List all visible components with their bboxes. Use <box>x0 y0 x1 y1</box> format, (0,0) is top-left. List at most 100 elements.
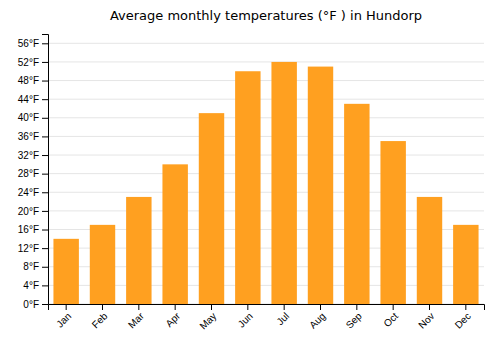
y-tick: 36°F <box>18 131 48 142</box>
x-tick: Aug <box>307 304 327 331</box>
y-tick: 44°F <box>18 94 48 105</box>
bar <box>53 239 78 304</box>
plot: 0°F 4°F 8°F 12°F 16°F 20°F 24°F 28°F 32°F 36°F 40°… <box>18 35 485 332</box>
y-tick: 16°F <box>18 224 48 235</box>
x-tick-label: Mar <box>126 310 146 330</box>
x-tick-label: Apr <box>163 310 182 329</box>
bar <box>417 197 442 304</box>
grid-line <box>48 155 484 156</box>
x-tick-mark <box>66 304 67 310</box>
x-tick-mark <box>175 304 176 310</box>
x-tick-label: Oct <box>381 310 400 329</box>
grid-line <box>48 192 484 193</box>
bar <box>162 164 187 304</box>
bar <box>344 104 369 304</box>
y-tick-mark <box>42 81 48 82</box>
x-tick-label: Jun <box>236 310 255 329</box>
y-tick-label: 16°F <box>18 224 39 235</box>
y-tick-mark <box>42 118 48 119</box>
y-tick: 48°F <box>18 75 48 86</box>
y-tick-mark <box>42 192 48 193</box>
y-tick: 20°F <box>18 206 48 217</box>
x-tick-mark <box>320 304 321 310</box>
y-tick-label: 28°F <box>18 168 39 179</box>
x-tick: Apr <box>163 304 182 329</box>
y-tick: 8°F <box>23 261 48 272</box>
y-tick-mark <box>42 62 48 63</box>
y-tick-label: 40°F <box>18 112 39 123</box>
title: Average monthly temperatures (°F ) in Hu… <box>110 8 422 23</box>
grid-line <box>48 173 484 174</box>
y-tick: 56°F <box>18 38 48 49</box>
x-tick-label: May <box>197 310 218 331</box>
y-tick-label: 52°F <box>18 57 39 68</box>
bar <box>308 67 333 304</box>
y-tick-mark <box>42 304 48 305</box>
x-tick: Jul <box>274 304 291 327</box>
bar <box>380 141 405 304</box>
bar <box>126 197 151 304</box>
y-tick-mark <box>42 136 48 137</box>
x-tick: Oct <box>381 304 400 329</box>
x-tick-mark <box>211 304 212 310</box>
bar <box>235 71 260 304</box>
y-tick-mark <box>42 43 48 44</box>
grid-line <box>48 117 484 118</box>
y-tick-label: 56°F <box>18 38 39 49</box>
y-tick: 12°F <box>18 243 48 254</box>
y-tick-mark <box>42 99 48 100</box>
y-tick-label: 4°F <box>23 280 39 291</box>
y-tick-mark <box>42 267 48 268</box>
y-axis-line <box>42 35 49 305</box>
x-tick-mark <box>465 304 466 310</box>
y-tick-mark <box>42 174 48 175</box>
y-tick: 28°F <box>18 168 48 179</box>
x-axis: Jan Feb Mar Apr May Jun Jul Aug Sep Oct Nov Dec <box>49 304 485 332</box>
y-tick-label: 36°F <box>18 131 39 142</box>
x-tick: Jun <box>236 304 255 330</box>
y-tick-mark <box>42 211 48 212</box>
bar <box>453 225 478 304</box>
x-tick-label: Dec <box>453 310 473 330</box>
bar <box>271 62 296 304</box>
y-tick-mark <box>42 248 48 249</box>
y-tick-label: 24°F <box>18 187 39 198</box>
x-tick: Mar <box>126 304 146 330</box>
x-tick-label: Nov <box>416 310 436 330</box>
y-axis: 0°F 4°F 8°F 12°F 16°F 20°F 24°F 28°F 32°F 36°F 40°… <box>18 35 49 310</box>
x-tick-mark <box>356 304 357 310</box>
x-tick-mark <box>102 304 103 310</box>
grid-line <box>48 61 484 62</box>
y-tick-label: 12°F <box>18 243 39 254</box>
y-tick: 24°F <box>18 187 48 198</box>
y-tick-label: 20°F <box>18 206 39 217</box>
x-tick-label: Jan <box>54 310 73 329</box>
y-tick: 4°F <box>23 280 48 291</box>
y-tick-mark <box>42 155 48 156</box>
x-tick-label: Aug <box>307 310 327 330</box>
y-tick-mark <box>42 285 48 286</box>
x-tick: Feb <box>90 304 110 330</box>
x-tick-mark <box>284 304 285 310</box>
y-tick-mark <box>42 230 48 231</box>
x-tick: Sep <box>344 304 365 331</box>
x-tick: May <box>197 304 218 332</box>
y-tick-label: 44°F <box>18 94 39 105</box>
y-tick-label: 8°F <box>23 261 39 272</box>
bars <box>53 62 478 304</box>
y-tick-label: 0°F <box>23 299 39 310</box>
y-tick-label: 32°F <box>18 150 39 161</box>
bar <box>199 113 224 304</box>
y-tick: 32°F <box>18 150 48 161</box>
y-tick-label: 48°F <box>18 75 39 86</box>
grid <box>48 43 484 304</box>
grid-line <box>48 136 484 137</box>
y-tick: 52°F <box>18 57 48 68</box>
x-tick-mark <box>393 304 394 310</box>
y-tick: 40°F <box>18 112 48 123</box>
x-tick-label: Feb <box>90 310 110 330</box>
x-tick-mark <box>247 304 248 310</box>
grid-line <box>48 80 484 81</box>
x-tick-mark <box>138 304 139 310</box>
chart: 0°F 4°F 8°F 12°F 16°F 20°F 24°F 28°F 32°F 36°F 40°… <box>0 0 500 350</box>
